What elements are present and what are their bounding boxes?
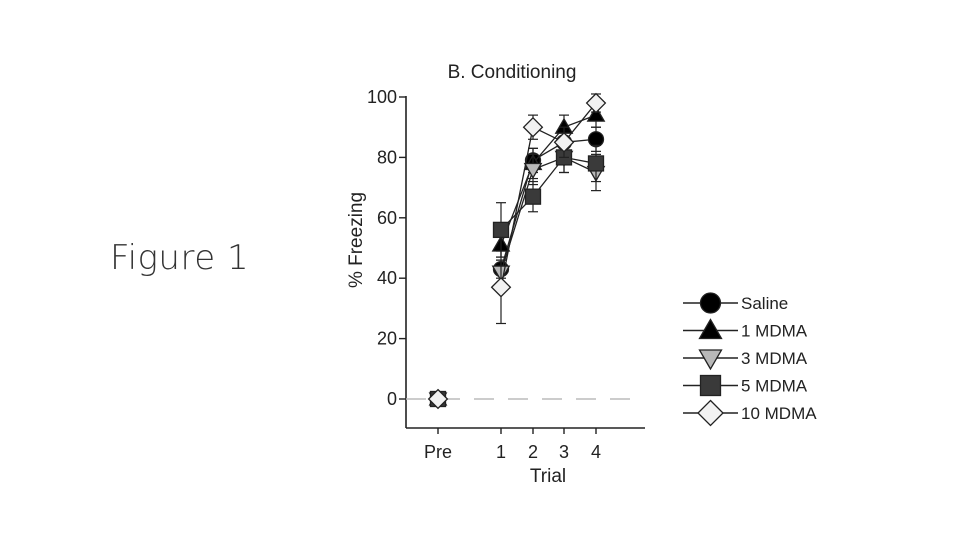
series-line-saline	[500, 138, 597, 270]
chart-title: B. Conditioning	[448, 62, 577, 83]
point-saline	[587, 131, 605, 148]
point-5-mdma	[587, 155, 605, 172]
legend-marker-3-mdma	[698, 349, 723, 371]
legend-marker-10-mdma	[697, 399, 724, 427]
x-tick-label: 4	[591, 442, 601, 462]
point-10-mdma	[553, 132, 575, 153]
plot-area: 0 20 40 60 80 100 Pre 1 2 3 4	[367, 87, 645, 462]
legend-label-saline: Saline	[741, 294, 788, 313]
y-axis-label: % Freezing	[346, 192, 367, 288]
point-1-mdma	[586, 105, 606, 122]
point-10-mdma	[490, 276, 512, 298]
figure-label: Figure 1	[110, 238, 250, 278]
y-tick-label: 20	[377, 329, 397, 349]
x-tick-label: 3	[559, 442, 569, 462]
x-tick-label: Pre	[424, 442, 452, 462]
legend: Saline 1 MDMA 3 MDMA 5 MDMA 10 MDMA	[683, 292, 817, 427]
legend-label-1-mdma: 1 MDMA	[741, 322, 808, 341]
legend-marker-saline	[699, 292, 722, 314]
point-10-mdma	[522, 116, 544, 138]
x-tick-label: 1	[496, 442, 506, 462]
legend-label-5-mdma: 5 MDMA	[741, 377, 808, 396]
series-line-3-mdma	[500, 156, 597, 273]
y-tick-label: 0	[387, 389, 397, 409]
point-5-mdma	[524, 188, 542, 205]
x-tick-label: 2	[528, 442, 538, 462]
legend-marker-1-mdma	[698, 318, 723, 340]
series-line-5-mdma	[500, 156, 597, 231]
y-tick-label: 100	[367, 87, 397, 107]
y-tick-label: 80	[377, 147, 397, 167]
point-10-mdma	[585, 92, 607, 114]
y-tick-label: 40	[377, 268, 397, 288]
series-line-10-mdma	[500, 102, 597, 288]
legend-label-10-mdma: 10 MDMA	[741, 404, 817, 423]
legend-label-3-mdma: 3 MDMA	[741, 349, 808, 368]
point-3-mdma	[523, 162, 543, 180]
point-5-mdma	[492, 221, 510, 239]
y-tick-label: 60	[377, 208, 397, 228]
point-10-mdma	[427, 388, 449, 410]
legend-marker-5-mdma	[699, 374, 722, 397]
x-axis-label: Trial	[530, 466, 566, 487]
